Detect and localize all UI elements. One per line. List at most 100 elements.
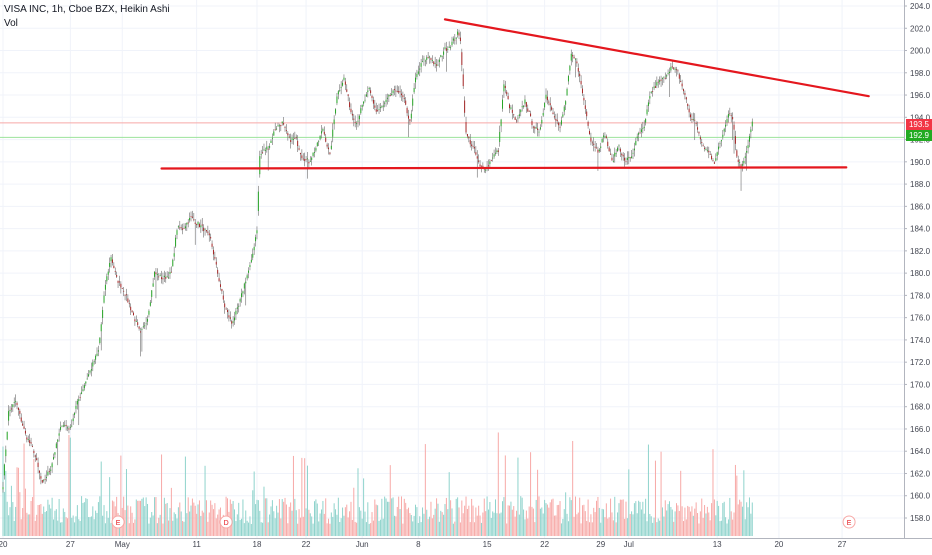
candle-down — [31, 446, 33, 448]
candle-down — [37, 462, 39, 467]
candle-up — [277, 125, 279, 127]
volume-bar — [155, 497, 157, 536]
candle-down — [284, 127, 286, 128]
candle-up — [500, 119, 502, 127]
candle-up — [535, 127, 537, 129]
volume-bar — [751, 502, 753, 536]
candle-up — [378, 109, 380, 110]
volume-bar — [54, 510, 56, 536]
volume-bar — [353, 487, 355, 536]
candle-down — [210, 236, 212, 239]
volume-bar — [455, 498, 457, 536]
candle-down — [687, 103, 689, 107]
volume-bar — [168, 520, 170, 536]
resistance-trendline[interactable] — [443, 18, 870, 98]
volume-bar — [657, 518, 659, 536]
candle-down — [469, 140, 471, 145]
volume-bar — [173, 512, 175, 536]
candle-up — [541, 119, 543, 124]
volume-bar — [574, 496, 576, 536]
candle-down — [23, 426, 25, 429]
volume-bar — [664, 500, 666, 536]
candle-up — [337, 91, 339, 95]
candle-down — [329, 152, 331, 154]
candle-down — [262, 152, 264, 154]
volume-bar — [510, 501, 512, 536]
earnings-marker[interactable]: E — [111, 515, 125, 529]
candle-down — [288, 136, 290, 138]
volume-bar — [443, 514, 445, 536]
volume-bar — [594, 512, 596, 536]
volume-bar — [361, 518, 363, 536]
candle-down — [607, 141, 609, 147]
candle-up — [598, 149, 600, 152]
candle-up — [388, 94, 390, 97]
volume-bar — [399, 509, 401, 536]
dividend-marker[interactable]: D — [219, 515, 233, 529]
candle-down — [214, 257, 216, 259]
volume-bar — [346, 504, 348, 536]
volume-bar — [652, 522, 654, 536]
volume-bar — [642, 501, 644, 536]
y-tick-label: 186.0 — [910, 202, 931, 211]
volume-bar — [520, 496, 522, 536]
volume-bar — [267, 522, 269, 536]
volume-bar — [705, 513, 707, 536]
volume-bar — [583, 504, 585, 536]
volume-bar — [323, 513, 325, 536]
volume-bar — [416, 507, 418, 536]
candle-down — [688, 108, 690, 113]
candle-down — [676, 69, 677, 71]
volume-bar — [685, 519, 687, 536]
candle-down — [294, 138, 296, 139]
volume-bar — [215, 518, 217, 536]
volume-bar — [384, 496, 386, 536]
candle-up — [423, 58, 425, 60]
candle-up — [750, 129, 752, 133]
volume-bar — [388, 501, 390, 536]
trendlines[interactable] — [160, 18, 870, 170]
volume-bar — [649, 513, 651, 536]
volume-bar — [336, 514, 338, 536]
volume-bar — [120, 455, 122, 536]
candle-down — [478, 160, 480, 162]
volume-bar — [110, 523, 112, 536]
candle-down — [170, 271, 172, 273]
volume-bar — [130, 506, 132, 536]
volume-bar — [313, 501, 315, 536]
candle-up — [650, 91, 652, 93]
candle-up — [358, 115, 360, 120]
earnings-marker[interactable]: E — [842, 515, 856, 529]
candle-down — [26, 437, 28, 440]
volume-bar — [288, 506, 290, 536]
volume-bar — [643, 513, 645, 536]
volume-bar — [691, 506, 693, 536]
candle-down — [162, 278, 164, 280]
support-trendline[interactable] — [160, 166, 848, 170]
volume-bar — [29, 514, 31, 536]
volume-bar — [137, 500, 139, 536]
volume-bar — [53, 519, 55, 536]
candle-up — [60, 427, 62, 430]
volume-bar — [360, 510, 362, 536]
volume-bar — [718, 505, 720, 536]
candle-down — [530, 113, 532, 117]
volume-bar — [6, 501, 8, 536]
candle-up — [382, 105, 384, 107]
candles[interactable] — [2, 28, 753, 493]
candle-up — [339, 90, 341, 91]
volume-bar — [326, 523, 328, 536]
volume-bar — [335, 509, 337, 536]
candle-up — [278, 125, 280, 127]
volume-bar — [170, 487, 172, 536]
volume-bar — [701, 498, 703, 536]
volume-bar — [458, 507, 460, 536]
volume-bar — [140, 500, 142, 536]
volume-bar — [329, 523, 331, 536]
candle-up — [336, 96, 338, 104]
candle-up — [659, 80, 661, 82]
candle-down — [433, 61, 435, 65]
